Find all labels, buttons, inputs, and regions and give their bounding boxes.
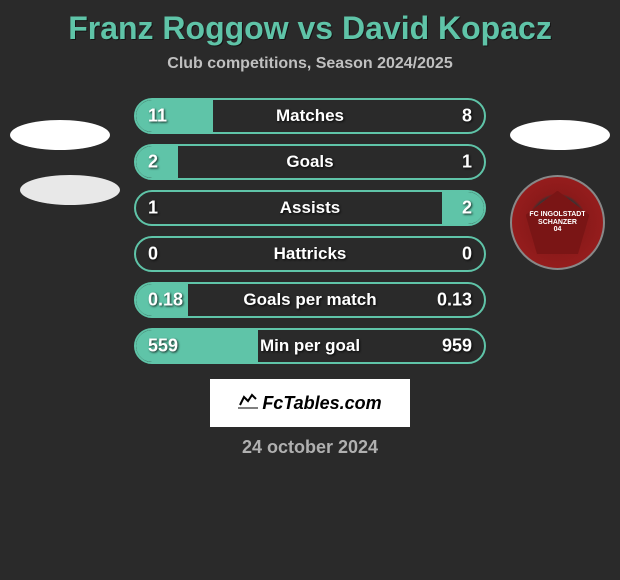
- player2-placeholder: [510, 120, 610, 150]
- stat-label: Assists: [280, 198, 340, 218]
- stat-row-hattricks: 0 Hattricks 0: [134, 236, 486, 272]
- subtitle: Club competitions, Season 2024/2025: [0, 55, 620, 73]
- stat-row-gpm: 0.18 Goals per match 0.13: [134, 282, 486, 318]
- player1-placeholder-2: [20, 175, 120, 205]
- stat-label: Hattricks: [274, 244, 347, 264]
- stats-area: 11 Matches 8 2 Goals 1 1 Assists 2 0 Hat…: [134, 98, 486, 364]
- club-badge-mid: SCHANZER: [538, 219, 577, 226]
- footer-date: 24 october 2024: [0, 437, 620, 458]
- stat-value-right: 0: [462, 244, 472, 265]
- stat-row-goals: 2 Goals 1: [134, 144, 486, 180]
- club-badge-bottom: 04: [554, 226, 562, 233]
- stat-value-right: 8: [462, 106, 472, 127]
- infographic-container: Franz Roggow vs David Kopacz Club compet…: [0, 0, 620, 468]
- stat-value-left: 1: [148, 198, 158, 219]
- stat-value-right: 1: [462, 152, 472, 173]
- club-badge-shield: FC INGOLSTADT SCHANZER 04: [526, 191, 590, 255]
- club-badge-top: FC INGOLSTADT: [529, 211, 585, 218]
- stat-label: Min per goal: [260, 336, 360, 356]
- stat-value-right: 2: [462, 198, 472, 219]
- chart-icon: [238, 393, 258, 414]
- stat-row-mpg: 559 Min per goal 959: [134, 328, 486, 364]
- club-badge-text: FC INGOLSTADT SCHANZER 04: [529, 211, 585, 234]
- player1-placeholder-1: [10, 120, 110, 150]
- stat-row-matches: 11 Matches 8: [134, 98, 486, 134]
- stat-row-assists: 1 Assists 2: [134, 190, 486, 226]
- stat-value-left: 11: [148, 106, 167, 127]
- stat-label: Goals: [286, 152, 333, 172]
- stat-value-left: 0.18: [148, 290, 183, 311]
- stat-value-left: 559: [148, 336, 178, 357]
- stat-value-left: 2: [148, 152, 158, 173]
- stat-value-left: 0: [148, 244, 158, 265]
- club-badge: FC INGOLSTADT SCHANZER 04: [510, 175, 605, 270]
- stat-value-right: 959: [442, 336, 472, 357]
- logo-box: FcTables.com: [210, 379, 410, 427]
- logo-text: FcTables.com: [262, 393, 381, 414]
- stat-label: Goals per match: [243, 290, 376, 310]
- page-title: Franz Roggow vs David Kopacz: [0, 10, 620, 47]
- stat-label: Matches: [276, 106, 344, 126]
- stat-value-right: 0.13: [437, 290, 472, 311]
